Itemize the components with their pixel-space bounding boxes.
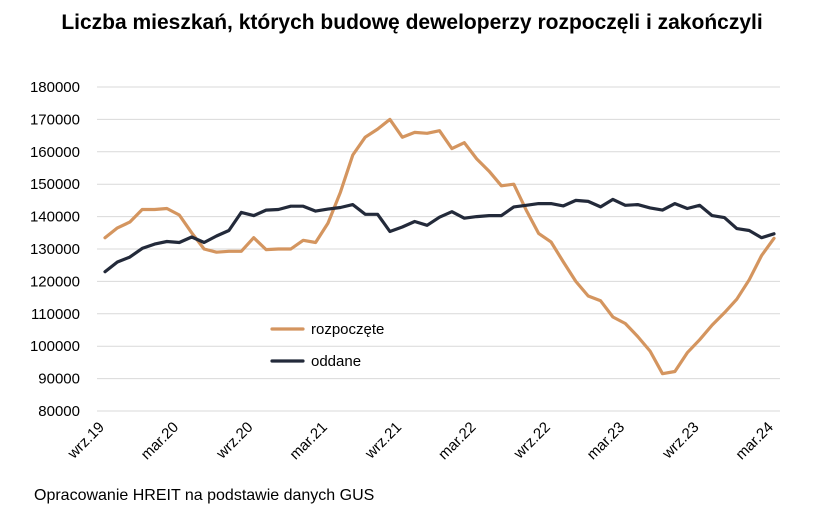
y-tick-label: 120000: [30, 273, 80, 290]
y-tick-label: 180000: [30, 79, 80, 96]
x-tick-label: mar.20: [138, 419, 182, 463]
x-axis-ticks: wrz.19 mar.20 wrz.20 mar.21 wrz.21 mar.22 wrz.…: [64, 419, 777, 463]
series-line-rozpoczete: [103, 117, 776, 376]
x-tick-label: wrz.20: [213, 419, 257, 463]
y-tick-label: 110000: [31, 306, 80, 323]
x-tick-label: wrz.19: [64, 419, 108, 463]
x-tick-label: wrz.21: [361, 419, 405, 463]
series-lines: [103, 117, 776, 376]
x-tick-label: wrz.22: [510, 419, 554, 463]
gridlines: [97, 86, 780, 412]
y-tick-label: 130000: [30, 241, 80, 258]
y-tick-label: 170000: [30, 111, 80, 128]
y-tick-label: 100000: [30, 338, 80, 355]
chart-title: Liczba mieszkań, których budowę dewelope…: [61, 11, 763, 34]
y-tick-label: 150000: [30, 176, 80, 193]
x-tick-label: mar.21: [286, 419, 330, 463]
x-tick-label: mar.22: [435, 419, 479, 463]
y-axis-ticks: 80000 90000 100000 110000 120000 130000 140000…: [30, 79, 80, 420]
legend-label: rozpoczęte: [311, 321, 384, 338]
y-tick-label: 80000: [38, 403, 80, 420]
x-tick-label: wrz.23: [659, 419, 703, 463]
x-tick-label: mar.23: [584, 419, 628, 463]
y-tick-label: 140000: [30, 209, 80, 226]
source-note: Opracowanie HREIT na podstawie danych GU…: [34, 487, 375, 504]
x-tick-label: mar.24: [732, 419, 776, 463]
y-tick-label: 160000: [30, 144, 80, 161]
y-tick-label: 90000: [38, 371, 80, 388]
series-line-oddane: [103, 197, 776, 274]
legend: rozpoczęte oddane: [270, 321, 384, 370]
legend-label: oddane: [311, 353, 361, 370]
